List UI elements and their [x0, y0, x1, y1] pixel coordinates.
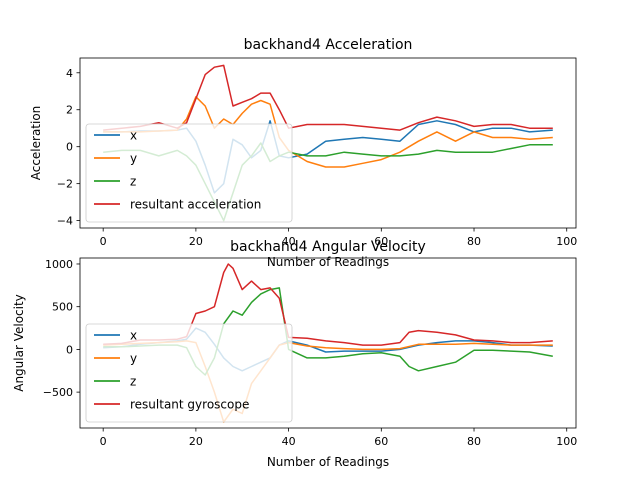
acceleration-x-tick-label-4: 80 [467, 235, 481, 248]
acceleration-x-tick-label-3: 60 [374, 235, 388, 248]
angular-velocity-y-label: Angular Velocity [12, 294, 26, 392]
angular-velocity-legend-label-0: x [130, 329, 137, 343]
acceleration-legend-label-0: x [130, 129, 137, 143]
acceleration-y-label: Acceleration [29, 106, 43, 181]
acceleration-y-tick-label-4: 4 [66, 67, 73, 80]
angular-velocity-y-tick-label-1: 0 [66, 343, 73, 356]
angular-velocity-x-tick-label-5: 100 [556, 435, 577, 448]
acceleration-axes: 0 20 40 60 80 100 −4 −2 0 2 4 xyz resultant accelera… [57, 57, 577, 248]
acceleration-legend [85, 123, 293, 223]
angular-velocity-panel: 0 20 40 60 80 100 −500 0 500 1000 xyz resultant gyr… [12, 239, 577, 469]
angular-velocity-y-tick-label-3: 1000 [45, 258, 73, 271]
angular-velocity-x-tick-label-4: 80 [467, 435, 481, 448]
acceleration-legend-label-2: z [130, 175, 136, 189]
angular-velocity-x-tick-label-1: 20 [189, 435, 203, 448]
acceleration-x-tick-label-5: 100 [556, 235, 577, 248]
angular-velocity-x-tick-label-2: 40 [282, 435, 296, 448]
angular-velocity-axes: 0 20 40 60 80 100 −500 0 500 1000 xyz resultant gyr… [43, 257, 577, 448]
angular-velocity-legend-label-3: resultant gyroscope [130, 398, 249, 412]
angular-velocity-x-tick-label-0: 0 [100, 435, 107, 448]
acceleration-series-line-3 [103, 64, 553, 131]
acceleration-plot-frame [79, 57, 577, 229]
acceleration-x-label: Number of Readings [267, 255, 389, 269]
acceleration-panel: backhand4 Acceleration Acceleration Numb… [29, 37, 577, 269]
angular-velocity-plot-frame [79, 257, 577, 429]
acceleration-y-tick-label-1: −2 [57, 178, 73, 191]
angular-velocity-legend [85, 323, 293, 423]
acceleration-title: backhand4 Acceleration [244, 37, 413, 53]
acceleration-y-tick-label-3: 2 [66, 104, 73, 117]
acceleration-y-tick-label-0: −4 [57, 215, 73, 228]
angular-velocity-y-tick-label-0: −500 [43, 386, 73, 399]
acceleration-x-tick-label-1: 20 [189, 235, 203, 248]
acceleration-legend-label-3: resultant acceleration [130, 198, 261, 212]
acceleration-x-tick-label-0: 0 [100, 235, 107, 248]
angular-velocity-title: backhand4 Angular Velocity [230, 239, 426, 255]
angular-velocity-legend-label-1: y [130, 352, 137, 366]
angular-velocity-legend-label-2: z [130, 375, 136, 389]
acceleration-x-tick-label-2: 40 [282, 235, 296, 248]
acceleration-y-tick-label-2: 0 [66, 141, 73, 154]
angular-velocity-y-tick-label-2: 500 [52, 301, 73, 314]
acceleration-legend-label-1: y [130, 152, 137, 166]
angular-velocity-x-tick-label-3: 60 [374, 435, 388, 448]
angular-velocity-x-label: Number of Readings [267, 455, 389, 469]
